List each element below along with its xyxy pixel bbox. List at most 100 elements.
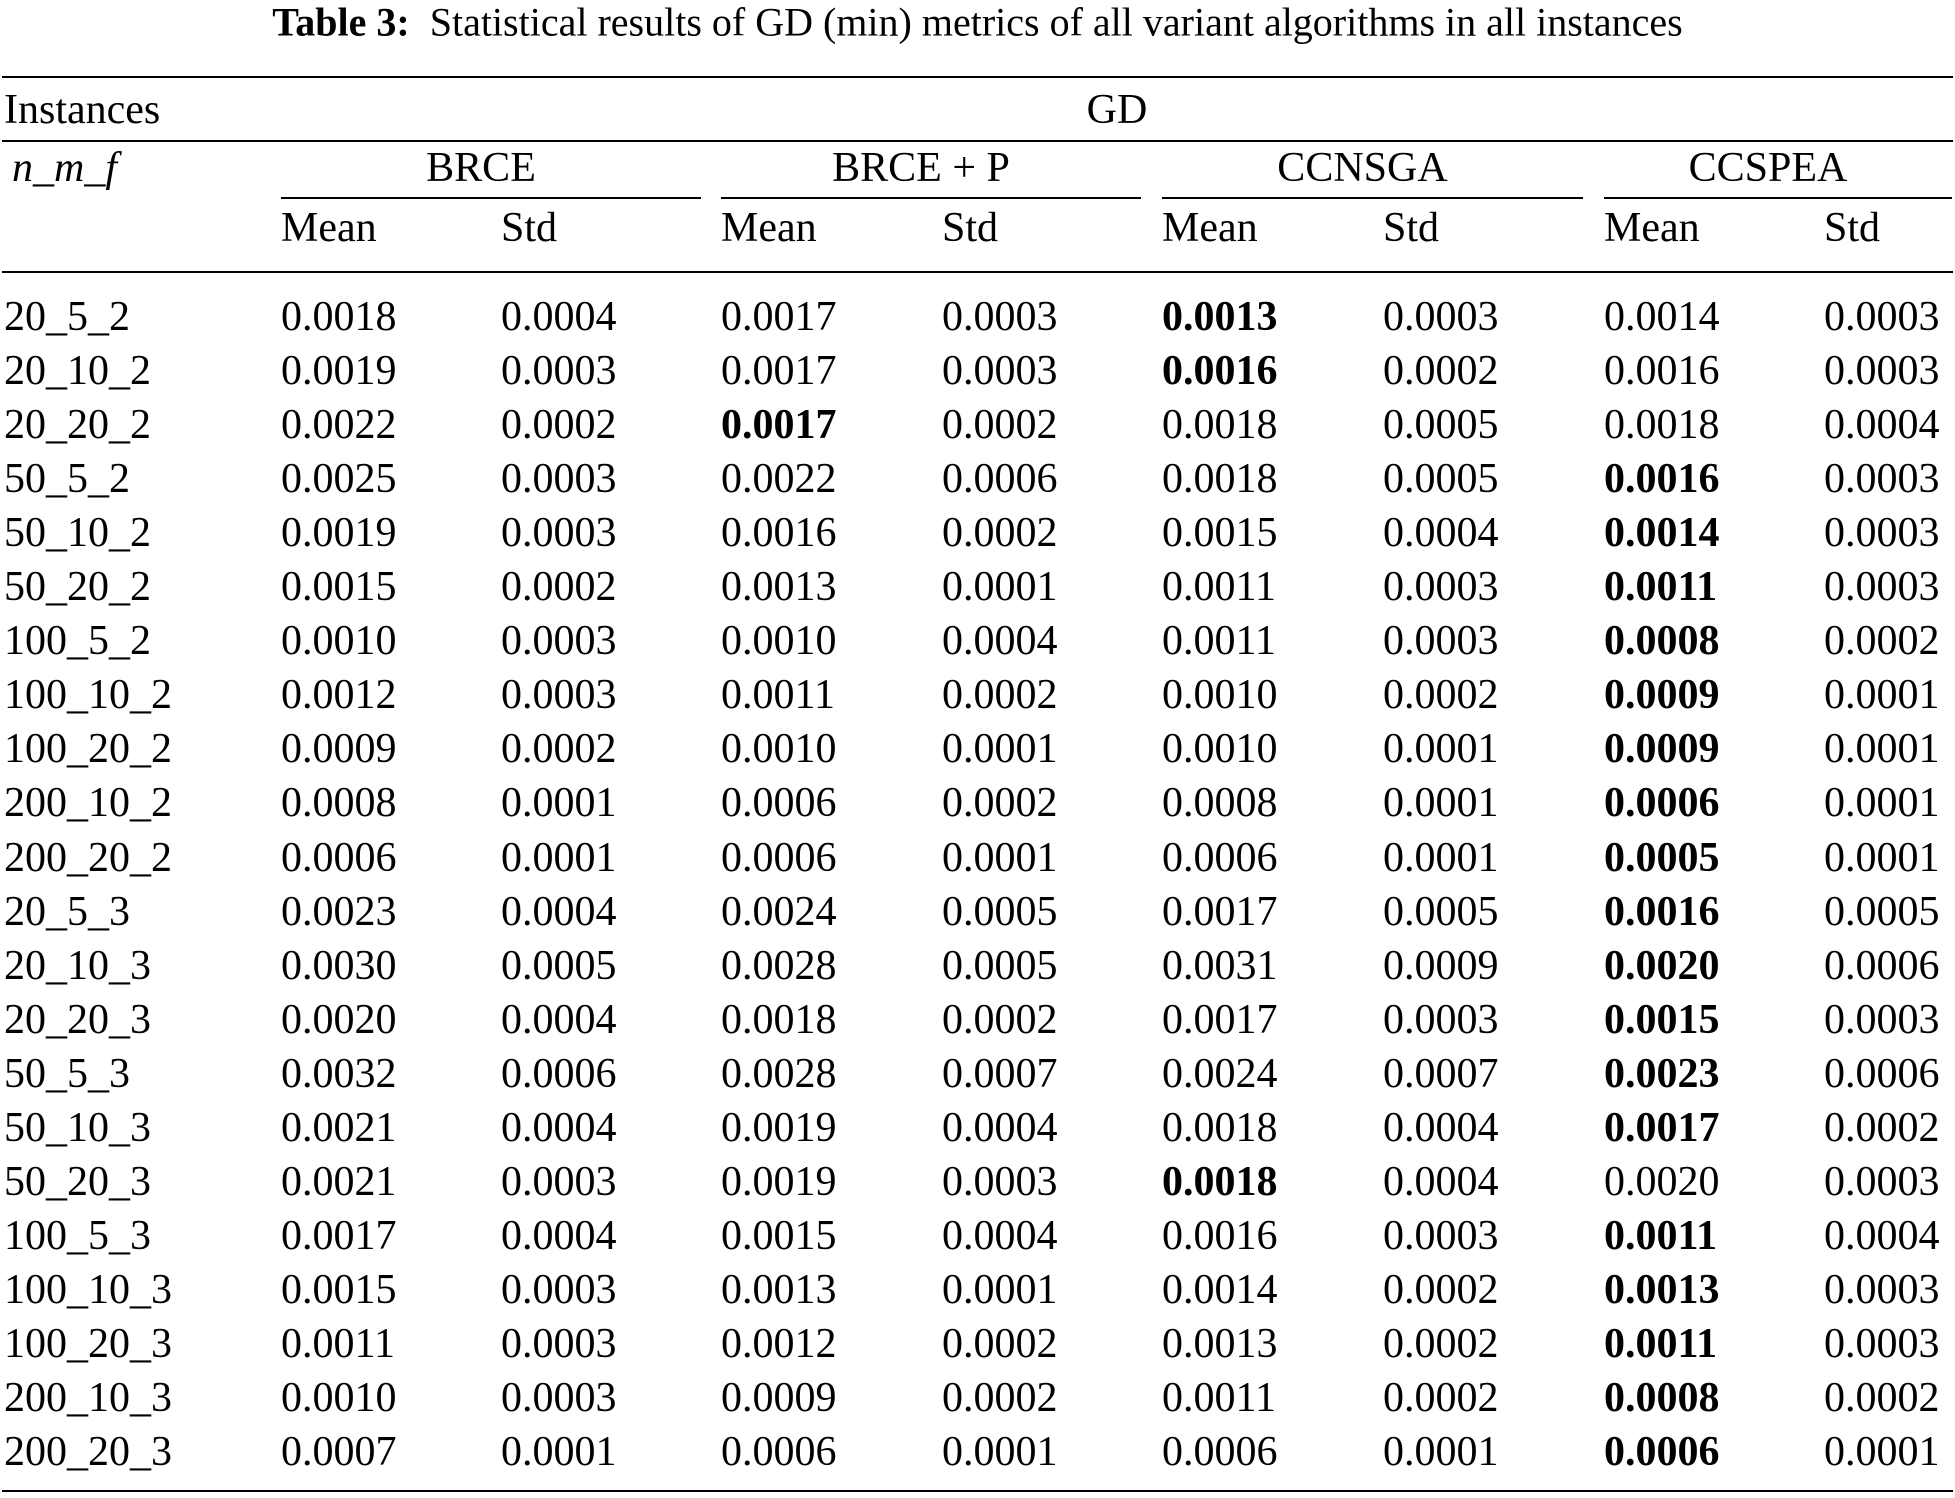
mean-cell: 0.0017: [1162, 888, 1278, 935]
mean-cell: 0.0006: [1604, 1429, 1720, 1476]
std-cell: 0.0001: [1824, 726, 1940, 773]
mean-cell: 0.0006: [281, 834, 397, 881]
std-cell: 0.0001: [1383, 780, 1499, 827]
std-cell: 0.0001: [942, 834, 1058, 881]
mean-cell: 0.0006: [721, 780, 837, 827]
std-cell: 0.0004: [501, 1104, 617, 1151]
mean-cell: 0.0008: [1604, 1375, 1720, 1421]
mean-cell: 0.0020: [1604, 942, 1720, 989]
std-cell: 0.0004: [942, 618, 1058, 665]
std-cell: 0.0005: [942, 888, 1058, 935]
std-cell: 0.0003: [942, 1158, 1058, 1205]
mean-cell: 0.0010: [721, 618, 837, 665]
mean-cell: 0.0006: [1604, 780, 1720, 827]
std-cell: 0.0002: [501, 564, 617, 611]
mean-cell: 0.0011: [1162, 618, 1276, 665]
mean-cell: 0.0008: [281, 780, 397, 827]
mean-cell: 0.0017: [1162, 996, 1278, 1043]
std-cell: 0.0003: [501, 1320, 617, 1367]
mean-cell: 0.0018: [1162, 456, 1278, 503]
algorithm-rule: [281, 197, 701, 199]
std-cell: 0.0003: [1824, 456, 1940, 503]
mean-cell: 0.0028: [721, 1050, 837, 1097]
mean-cell: 0.0025: [281, 456, 397, 503]
mean-cell: 0.0010: [721, 726, 837, 773]
mean-cell: 0.0011: [1604, 564, 1718, 611]
mean-cell: 0.0011: [1604, 1212, 1718, 1259]
algorithm-rule: [721, 197, 1141, 199]
instance-cell: 200_10_3: [4, 1375, 172, 1421]
mean-cell: 0.0017: [721, 294, 837, 340]
top-rule: [2, 76, 1953, 78]
mean-cell: 0.0012: [281, 672, 397, 719]
std-cell: 0.0002: [942, 510, 1058, 557]
mean-cell: 0.0011: [721, 672, 835, 719]
mean-header: Mean: [721, 205, 817, 251]
mean-cell: 0.0006: [721, 1429, 837, 1476]
mean-cell: 0.0015: [281, 564, 397, 611]
std-cell: 0.0002: [1383, 672, 1499, 719]
std-cell: 0.0002: [501, 726, 617, 773]
std-cell: 0.0004: [501, 996, 617, 1043]
instance-cell: 20_20_2: [4, 402, 151, 449]
algorithm-rule: [1162, 197, 1583, 199]
mean-cell: 0.0020: [281, 996, 397, 1043]
std-cell: 0.0004: [501, 294, 617, 340]
mean-cell: 0.0018: [1162, 402, 1278, 449]
std-cell: 0.0001: [942, 726, 1058, 773]
mean-cell: 0.0030: [281, 942, 397, 989]
instance-cell: 20_10_2: [4, 348, 151, 395]
std-cell: 0.0001: [1824, 1429, 1940, 1476]
std-cell: 0.0001: [1824, 780, 1940, 827]
std-cell: 0.0003: [501, 672, 617, 719]
std-cell: 0.0003: [501, 456, 617, 503]
std-header: Std: [1824, 205, 1881, 251]
std-cell: 0.0004: [1383, 1158, 1499, 1205]
std-cell: 0.0002: [942, 996, 1058, 1043]
std-cell: 0.0003: [501, 510, 617, 557]
mean-cell: 0.0019: [721, 1104, 837, 1151]
mean-cell: 0.0008: [1162, 780, 1278, 827]
std-cell: 0.0005: [1383, 402, 1499, 449]
std-cell: 0.0002: [1383, 1320, 1499, 1367]
mean-cell: 0.0009: [721, 1375, 837, 1421]
instance-cell: 100_5_3: [4, 1212, 151, 1259]
mean-cell: 0.0009: [1604, 726, 1720, 773]
std-cell: 0.0002: [1383, 348, 1499, 395]
mean-cell: 0.0016: [1162, 1212, 1278, 1259]
std-cell: 0.0005: [501, 942, 617, 989]
instance-cell: 20_5_2: [4, 294, 130, 340]
std-cell: 0.0006: [501, 1050, 617, 1097]
mean-cell: 0.0014: [1604, 510, 1720, 557]
mean-cell: 0.0024: [721, 888, 837, 935]
std-cell: 0.0002: [1824, 1104, 1940, 1151]
mean-cell: 0.0016: [1604, 456, 1720, 503]
instance-cell: 50_10_3: [4, 1104, 151, 1151]
mean-cell: 0.0015: [721, 1212, 837, 1259]
mean-cell: 0.0028: [721, 942, 837, 989]
std-cell: 0.0003: [501, 1158, 617, 1205]
algorithm-header: BRCE + P: [832, 145, 1010, 191]
instance-cell: 200_10_2: [4, 780, 172, 827]
mean-cell: 0.0015: [1604, 996, 1720, 1043]
mean-cell: 0.0022: [281, 402, 397, 449]
std-cell: 0.0002: [942, 402, 1058, 449]
mean-header: Mean: [1604, 205, 1700, 251]
algorithm-header: CCNSGA: [1277, 145, 1448, 191]
std-cell: 0.0003: [1824, 1266, 1940, 1313]
std-cell: 0.0006: [942, 456, 1058, 503]
std-cell: 0.0003: [942, 294, 1058, 340]
std-cell: 0.0004: [1824, 402, 1940, 449]
mean-cell: 0.0032: [281, 1050, 397, 1097]
std-cell: 0.0003: [1383, 1212, 1499, 1259]
mean-cell: 0.0007: [281, 1429, 397, 1476]
std-cell: 0.0003: [1824, 996, 1940, 1043]
mean-cell: 0.0005: [1604, 834, 1720, 881]
mean-cell: 0.0022: [721, 456, 837, 503]
std-cell: 0.0003: [501, 348, 617, 395]
std-cell: 0.0003: [1824, 1158, 1940, 1205]
std-cell: 0.0007: [1383, 1050, 1499, 1097]
std-cell: 0.0001: [501, 780, 617, 827]
caption-label: Table 3:: [272, 0, 410, 45]
std-cell: 0.0002: [942, 780, 1058, 827]
